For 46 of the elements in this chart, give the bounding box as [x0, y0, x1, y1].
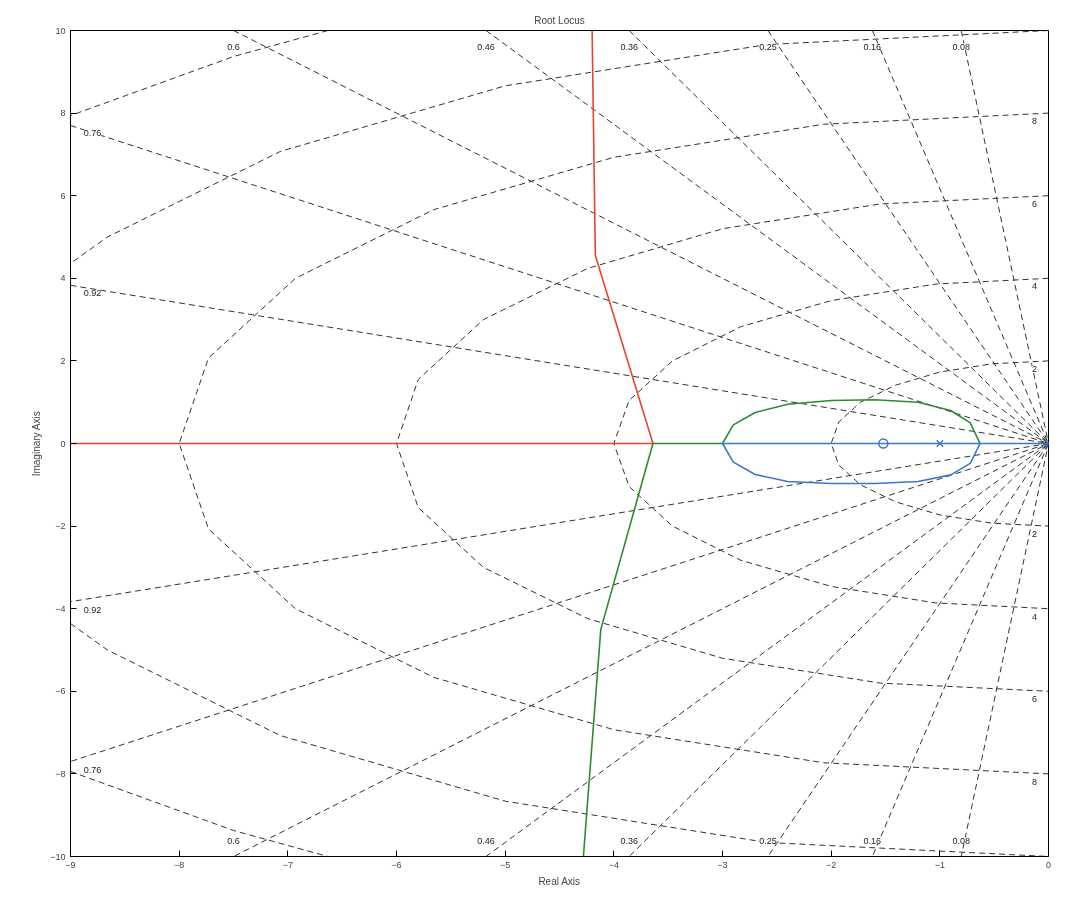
annotation: 0.46 [477, 835, 495, 846]
x-axis-title: Real Axis [538, 875, 581, 887]
chart-title: Root Locus [534, 14, 585, 26]
annotation: 0.6 [227, 835, 240, 846]
y-tick-label: 4 [60, 273, 66, 284]
annotation: 0.08 [952, 41, 971, 52]
x-tick-label: −4 [608, 859, 619, 870]
annotation: 0.46 [477, 41, 495, 52]
x-tick-label: 0 [1046, 859, 1052, 870]
y-tick-label: 10 [55, 25, 66, 36]
annotation: 0.76 [83, 764, 102, 775]
annotation: 2 [1032, 529, 1038, 540]
x-tick-label: −7 [282, 859, 293, 870]
y-tick-label: −2 [55, 521, 66, 532]
annotation: 8 [1032, 776, 1038, 787]
annotation: 8 [1032, 116, 1038, 127]
x-tick-label: −6 [391, 859, 402, 870]
y-tick-label: −6 [55, 686, 66, 697]
annotation: 0.76 [83, 128, 102, 139]
y-tick-label: −8 [55, 768, 66, 779]
x-tick-label: −2 [826, 859, 837, 870]
annotation: 0.36 [620, 41, 638, 52]
y-tick-label: 6 [60, 190, 66, 201]
annotation: 4 [1032, 611, 1038, 622]
x-tick-label: −1 [934, 859, 945, 870]
annotation: 6 [1032, 694, 1038, 705]
annotation: 0.92 [83, 288, 102, 299]
annotation: 0.08 [952, 835, 971, 846]
x-tick-label: −3 [717, 859, 728, 870]
y-tick-label: −4 [55, 603, 66, 614]
annotation: 0.16 [863, 41, 882, 52]
y-tick-label: 0 [60, 438, 66, 449]
annotation: 6 [1032, 198, 1038, 209]
annotation: 0.92 [83, 604, 102, 615]
y-tick-label: 2 [60, 355, 66, 366]
x-tick-label: −9 [65, 859, 76, 870]
annotation: 0.6 [227, 41, 240, 52]
x-tick-label: −5 [500, 859, 511, 870]
x-tick-label: −8 [174, 859, 185, 870]
y-tick-label: 8 [60, 108, 66, 119]
y-tick-label: −10 [50, 851, 66, 862]
annotation: 0.36 [620, 835, 638, 846]
annotation: 2 [1032, 363, 1038, 374]
y-axis-title: Imaginary Axis [31, 411, 43, 477]
annotation: 0.16 [863, 835, 882, 846]
annotation: 4 [1032, 281, 1038, 292]
